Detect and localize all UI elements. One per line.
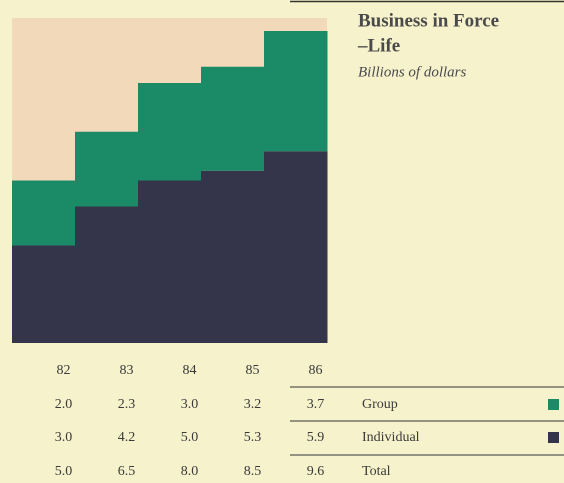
bar-segment — [12, 180, 76, 246]
table-value: 3.0 — [181, 397, 199, 412]
table-total: 8.5 — [244, 464, 262, 479]
bar-segment — [138, 83, 202, 181]
bar-segment — [201, 170, 265, 343]
table-total: 5.0 — [55, 464, 73, 479]
table-value: 2.0 — [55, 397, 73, 412]
table-total: 8.0 — [181, 464, 199, 479]
total-label: Total — [362, 464, 391, 479]
chart-title: Business in Force — [358, 10, 499, 31]
bar-segment — [75, 131, 139, 207]
bar-segment — [12, 245, 76, 343]
table-value: 2.3 — [118, 397, 136, 412]
table-value: 5.9 — [307, 430, 325, 445]
year-label: 86 — [309, 363, 323, 378]
table-value: 5.3 — [244, 430, 262, 445]
table-value: 3.2 — [244, 397, 262, 412]
legend-label: Group — [362, 397, 398, 412]
legend-label: Individual — [362, 430, 420, 445]
bar-segment — [75, 206, 139, 343]
legend-swatch — [548, 432, 559, 443]
table-value: 4.2 — [118, 430, 136, 445]
year-label: 85 — [246, 363, 260, 378]
chart-title-line2: –Life — [357, 35, 400, 56]
bar-segment — [264, 151, 328, 343]
year-label: 82 — [57, 363, 71, 378]
table-value: 3.7 — [307, 397, 325, 412]
bar-segment — [138, 180, 202, 343]
legend-swatch — [548, 399, 559, 410]
table-total: 6.5 — [118, 464, 136, 479]
table-total: 9.6 — [307, 464, 325, 479]
table-value: 3.0 — [55, 430, 73, 445]
year-label: 83 — [120, 363, 134, 378]
bar-segment — [201, 66, 265, 171]
year-label: 84 — [183, 363, 197, 378]
chart-subtitle: Billions of dollars — [358, 64, 467, 80]
table-value: 5.0 — [181, 430, 199, 445]
bar-segment — [264, 31, 328, 152]
